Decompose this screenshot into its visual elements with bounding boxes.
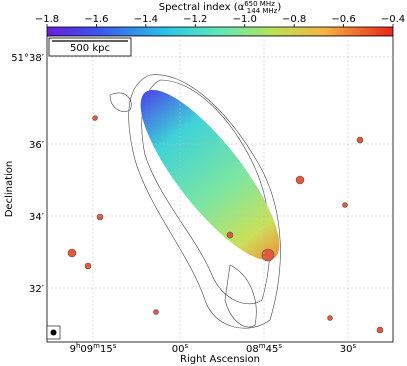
- y-axis-label: Declination: [4, 161, 15, 218]
- x-tick-label: 30s: [340, 342, 357, 355]
- x-tick-unit: m: [93, 342, 100, 350]
- x-tick-unit: s: [185, 342, 189, 350]
- image: [67, 74, 384, 334]
- contours: [109, 74, 281, 329]
- beam: [50, 329, 57, 336]
- colorbar-title-sup: 650 MHz: [244, 0, 275, 8]
- x-tick-number: 15: [100, 344, 113, 355]
- x-tick-number: 30: [340, 344, 353, 355]
- scale-bar-label: 500 kpc: [70, 43, 110, 54]
- y-tick-label: 36′: [29, 140, 45, 151]
- y-tick-label: 32′: [29, 284, 45, 295]
- sources: [67, 115, 384, 334]
- x-axis-label: Right Ascension: [180, 354, 260, 365]
- x-tick-number: 9: [70, 344, 76, 355]
- colorbar-title-sub: 144 MHz: [247, 7, 278, 15]
- colorbar-tick-label: −0.6: [331, 14, 355, 25]
- colorbar-tick-label: −1.4: [134, 14, 158, 25]
- x-tick-number: 45: [266, 344, 279, 355]
- x-tick-number: 08: [246, 344, 259, 355]
- colorbar-tick-label: −1.8: [35, 14, 59, 25]
- colorbar-title: Spectral index (α650 MHz 144 MHz): [159, 0, 282, 15]
- x-tick-label: 9h09m15s: [70, 342, 117, 355]
- x-tick-unit: m: [259, 342, 266, 350]
- colorbar-tick-label: −0.8: [282, 14, 306, 25]
- colorbar-title-close: ): [277, 2, 281, 13]
- x-tick-number: 00: [172, 344, 185, 355]
- relic: [140, 89, 280, 261]
- colorbar: [46, 26, 394, 37]
- colorbar-tick-label: −1.2: [183, 14, 207, 25]
- colorbar-tick-label: −1.6: [84, 14, 108, 25]
- colorbar-title-text: Spectral index (α: [159, 2, 245, 13]
- x-tick-unit: s: [113, 342, 117, 350]
- y-tick-label: 51°38′: [11, 53, 44, 64]
- x-tick-number: 09: [80, 344, 93, 355]
- x-tick-unit: h: [76, 342, 80, 350]
- colorbar-tick-label: −0.4: [381, 14, 405, 25]
- x-tick-unit: s: [353, 342, 357, 350]
- x-tick-label: 08m45s: [246, 342, 282, 355]
- scale-bar-box: [48, 37, 132, 57]
- x-tick-label: 00s: [172, 342, 189, 355]
- y-tick-label: 34′: [29, 212, 45, 223]
- x-tick-unit: s: [278, 342, 282, 350]
- colorbar-tick-label: −1.0: [233, 14, 257, 25]
